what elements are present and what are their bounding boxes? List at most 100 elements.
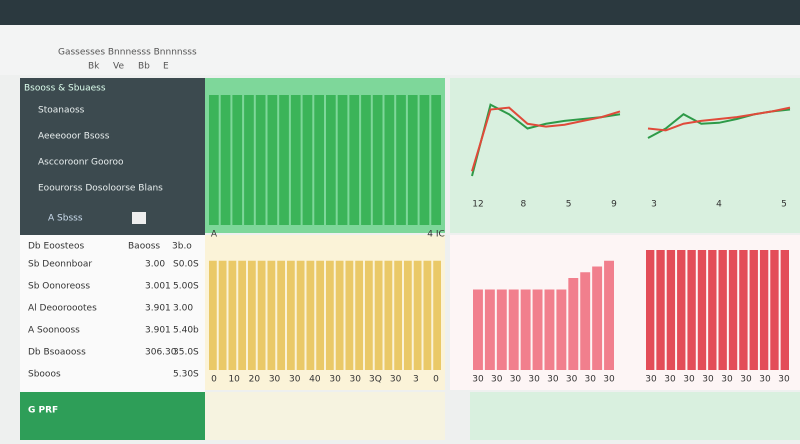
axis-label: 30 <box>329 375 341 385</box>
axis-label: 30 <box>603 375 615 385</box>
bar <box>232 95 243 225</box>
axis-label: 30 <box>350 375 362 385</box>
bar <box>556 289 567 370</box>
bar <box>228 260 237 370</box>
bar <box>604 260 614 370</box>
bar <box>326 95 336 225</box>
axis-label: 0 <box>211 375 217 385</box>
axis-label: 9 <box>611 200 617 210</box>
bar <box>718 250 727 370</box>
menu-item: Bk <box>88 62 100 72</box>
table-cell: 5.30S <box>173 370 199 380</box>
axis-label: 30 <box>778 375 790 385</box>
axis-label: 30 <box>491 375 503 385</box>
bar <box>279 95 289 225</box>
menu-item: E <box>163 62 169 72</box>
menu-item: Bb <box>138 62 150 72</box>
axis-label: 40 <box>309 375 321 385</box>
axis-label: 30 <box>740 375 752 385</box>
table-header: 3b.o <box>172 242 192 252</box>
bar <box>544 289 555 370</box>
bar <box>220 95 231 225</box>
axis-label: 5 <box>781 200 787 210</box>
table-header: Db Eoosteos <box>28 242 84 252</box>
bar <box>646 250 655 370</box>
line <box>471 106 621 172</box>
table <box>20 235 205 392</box>
bar <box>355 260 363 370</box>
bar <box>314 95 324 225</box>
sidebar-item: Asccoroonr Gooroo <box>38 158 124 168</box>
bar <box>290 95 301 225</box>
sidebar-item: Aeeeooor Bsoss <box>38 132 110 142</box>
line <box>647 106 791 132</box>
table-cell: Al Deooroootes <box>28 304 97 314</box>
bar <box>349 95 360 225</box>
bar <box>508 289 519 370</box>
bar <box>306 260 315 370</box>
table-cell: 3.001 <box>145 282 171 292</box>
bar <box>316 260 324 370</box>
bar <box>413 260 422 370</box>
table-cell: Sbooos <box>28 370 61 380</box>
bar <box>372 95 383 225</box>
bar <box>337 95 348 225</box>
bar <box>335 260 344 370</box>
bar <box>687 250 696 370</box>
bar <box>238 260 246 370</box>
menu-item: Ve <box>113 62 124 72</box>
bar <box>656 250 665 370</box>
bar <box>267 260 276 370</box>
axis-label: 30 <box>390 375 402 385</box>
bar <box>419 95 430 225</box>
bar <box>780 250 789 370</box>
axis-label: 30 <box>566 375 578 385</box>
axis-label: 8 <box>520 200 526 210</box>
sidebar-item: Eoourorss Dosoloorse Blans <box>38 184 163 194</box>
icon[interactable] <box>132 212 146 224</box>
axis-label: 30 <box>759 375 771 385</box>
axis-label: 30 <box>683 375 695 385</box>
panel-bg <box>450 78 625 233</box>
sidebar-section: A Sbsss <box>48 214 83 224</box>
bar <box>407 95 418 225</box>
axis-label: 30 <box>528 375 540 385</box>
bar <box>244 95 254 225</box>
bar <box>423 260 432 370</box>
bar <box>218 260 227 370</box>
bar <box>496 289 507 370</box>
bar <box>592 266 603 370</box>
panel-bg <box>625 78 800 233</box>
bar <box>580 272 591 370</box>
bar <box>404 260 412 370</box>
table-cell: S0.0S <box>173 260 199 270</box>
bar <box>728 250 738 370</box>
axis-label: 3 <box>413 375 419 385</box>
table-cell: Db Bsoaooss <box>28 348 86 358</box>
table-cell: A Soonooss <box>28 326 80 336</box>
footer <box>20 392 205 440</box>
bar <box>248 260 256 370</box>
axis-label: 0 <box>433 375 439 385</box>
panel-bg <box>470 392 800 440</box>
bar <box>326 260 334 370</box>
bar <box>374 260 383 370</box>
bar <box>296 260 305 370</box>
table-cell: Sb Deonnboar <box>28 260 92 270</box>
bar <box>749 250 758 370</box>
bar <box>361 95 371 225</box>
axis-label: 4 IC <box>427 230 445 240</box>
sidebar <box>20 78 205 235</box>
axis-label: 3 <box>651 200 657 210</box>
table-cell: 3.00 <box>145 260 165 270</box>
sidebar-heading: Bsooss & Sbuaess <box>24 84 106 94</box>
bar <box>384 260 393 370</box>
axis-label: 30 <box>269 375 281 385</box>
bar <box>255 95 266 225</box>
bar <box>697 250 707 370</box>
table-cell: 3.901 <box>145 304 171 314</box>
bar <box>277 260 285 370</box>
bar <box>365 260 373 370</box>
